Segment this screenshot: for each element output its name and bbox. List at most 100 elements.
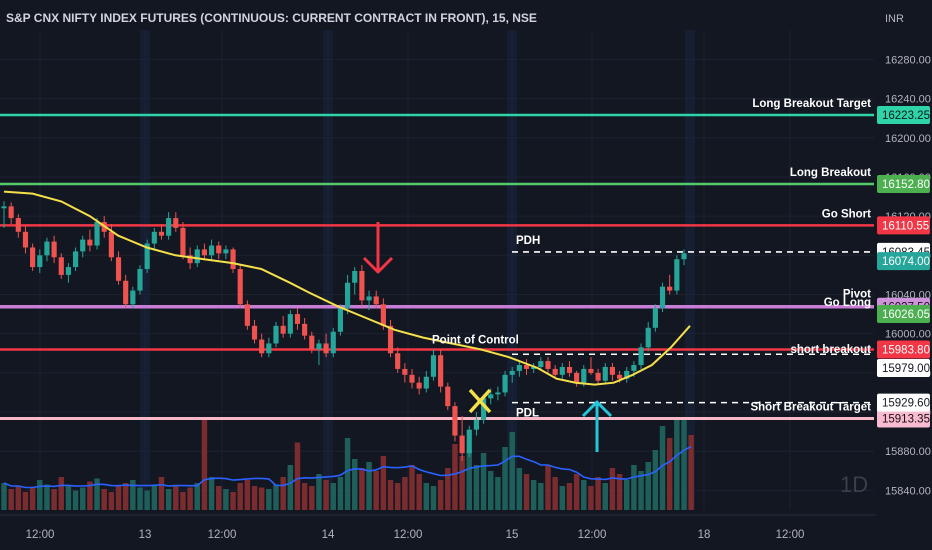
- candle-body: [80, 239, 86, 252]
- candle-body: [87, 239, 93, 246]
- volume-bar: [380, 456, 387, 510]
- volume-bar: [94, 478, 100, 510]
- candle-body: [445, 386, 451, 407]
- x-mark-icon-stroke: [468, 388, 492, 414]
- candle-body: [244, 304, 250, 326]
- price-tick-label: 16280.00: [885, 54, 931, 66]
- volume-bar: [659, 426, 666, 510]
- candle-body: [187, 255, 193, 264]
- candle-body: [402, 368, 408, 375]
- candle-body: [65, 267, 71, 275]
- arrow-down-head-icon: [362, 256, 394, 274]
- volume-bar: [616, 474, 623, 510]
- volume-bar: [87, 481, 93, 510]
- price-axis[interactable]: 16280.0016240.0016200.0016160.0016120.00…: [876, 0, 932, 550]
- volume-bar: [187, 487, 193, 510]
- time-tick-label: 15: [506, 529, 519, 541]
- volume-bar: [666, 438, 673, 510]
- volume-bar: [266, 489, 272, 510]
- time-tick-label: 12:00: [26, 529, 55, 541]
- candle-body: [323, 343, 329, 354]
- candle-body: [44, 241, 50, 256]
- candle-body: [194, 249, 200, 264]
- volume-bar: [416, 474, 422, 510]
- time-tick-label: 12:00: [776, 529, 805, 541]
- session-band: [140, 30, 150, 510]
- price-tick-label: 16000.00: [885, 329, 931, 341]
- level-label: Long Breakout Target: [752, 98, 871, 110]
- time-axis-background: [0, 515, 932, 550]
- candle-body: [237, 269, 243, 305]
- candle-body: [581, 368, 587, 383]
- candle-body: [609, 366, 615, 375]
- volume-bar: [480, 453, 487, 510]
- candle-body: [523, 365, 530, 369]
- volume-ma-line: [3, 445, 692, 489]
- volume-bar: [130, 480, 136, 510]
- volume-bar: [681, 417, 687, 510]
- level-label: Long Breakout: [790, 167, 871, 179]
- level-label: short breakout: [790, 344, 871, 356]
- candle-body: [652, 308, 658, 328]
- candle-body: [538, 361, 544, 367]
- candle-body: [15, 218, 21, 232]
- price-label-level-text: 16110.55: [882, 220, 929, 232]
- volume-moving-average: [3, 445, 692, 489]
- volume-bar: [352, 459, 358, 510]
- volume-bar: [201, 420, 208, 510]
- volume-bar: [29, 487, 36, 510]
- volume-bar: [394, 483, 401, 510]
- volume-bar: [151, 484, 158, 510]
- volume-bar: [301, 483, 308, 510]
- price-label-level-box: [877, 216, 930, 235]
- volume-bar: [509, 432, 515, 510]
- candle-body: [566, 366, 573, 373]
- candle-body: [488, 394, 494, 399]
- volume-bar: [8, 489, 14, 510]
- volume-bar: [173, 486, 179, 510]
- volume-bar: [80, 487, 86, 510]
- volume-bar: [165, 489, 172, 510]
- price-tick-label: 16200.00: [885, 133, 931, 145]
- volume-bar: [366, 462, 372, 510]
- candle-body: [130, 290, 136, 305]
- candle-body: [123, 280, 129, 305]
- volume-bar: [359, 468, 365, 510]
- candle-body: [574, 372, 580, 383]
- price-label-level-box: [877, 105, 930, 124]
- price-label-poc-box: [877, 340, 930, 359]
- candle-body: [108, 231, 114, 258]
- candle-body: [631, 365, 637, 371]
- candle-body: [251, 325, 258, 340]
- volume-bar: [316, 474, 322, 510]
- volume-bar: [624, 480, 630, 510]
- session-band: [685, 30, 695, 510]
- time-axis[interactable]: 12:00 13 12:00 14 12:00 15 12:00 18 12:00: [0, 514, 932, 550]
- volume-bar: [552, 477, 558, 510]
- volume-bar: [344, 438, 351, 510]
- volume-bar: [287, 465, 294, 510]
- volume-bar: [452, 444, 458, 510]
- volume-bar: [122, 483, 129, 510]
- volume-bar: [652, 450, 659, 510]
- candles: [1, 201, 687, 462]
- currency-label: INR: [885, 13, 904, 25]
- candle-body: [294, 314, 301, 324]
- candle-body: [337, 308, 343, 332]
- volume-bar: [37, 480, 43, 510]
- candle-body: [230, 249, 236, 270]
- volume-bar: [402, 477, 408, 510]
- level-label: Go Short: [822, 208, 871, 220]
- candle-body: [273, 325, 279, 344]
- volume-bar: [530, 480, 537, 510]
- candle-body: [37, 255, 43, 268]
- volume-bar: [230, 492, 236, 510]
- volume-bar: [602, 483, 608, 510]
- price-label-pdl-box: [877, 393, 930, 412]
- candle-body: [617, 374, 623, 379]
- time-tick-label: 12:00: [208, 529, 237, 541]
- pdh-label: PDH: [516, 235, 540, 247]
- price-levels: Long Breakout Target Long Breakout Go Shor…: [0, 98, 874, 421]
- price-label-go-long-text: 16026.05: [882, 309, 930, 321]
